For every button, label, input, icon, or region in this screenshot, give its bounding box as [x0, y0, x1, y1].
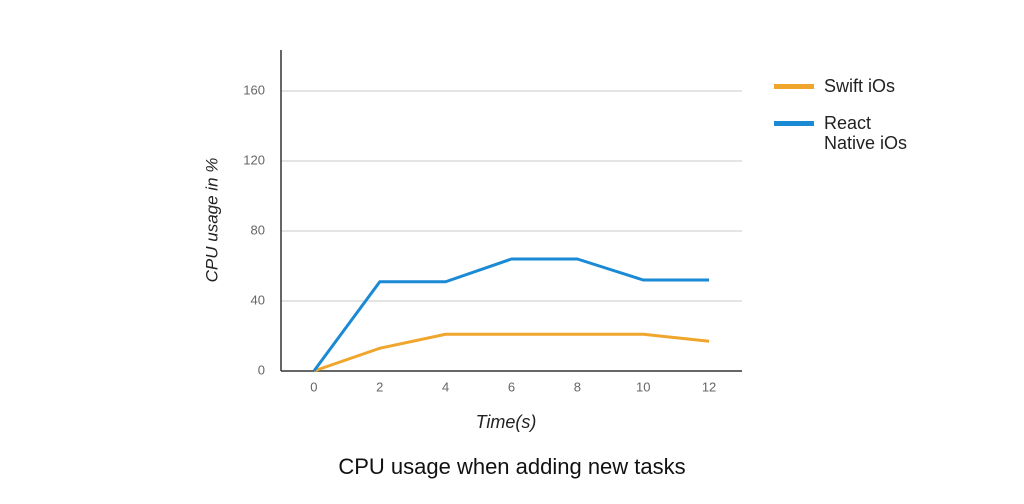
x-tick-label: 2: [376, 379, 383, 394]
y-tick-label: 40: [251, 292, 265, 307]
x-axis-label: Time(s): [476, 412, 537, 432]
y-tick-label: 160: [243, 82, 265, 97]
legend-swatch: [774, 84, 814, 89]
series-line: [313, 332, 710, 373]
y-axis-label: CPU usage in %: [202, 158, 221, 283]
x-tick-label: 0: [310, 379, 317, 394]
y-tick-label: 120: [243, 152, 265, 167]
y-tick-label: 0: [258, 362, 265, 377]
y-tick-label: 80: [251, 222, 265, 237]
x-tick-label: 8: [574, 379, 581, 394]
legend-label: React Native iOs: [824, 113, 908, 153]
chart-title: CPU usage when adding new tasks: [338, 454, 685, 479]
legend-swatch: [774, 121, 814, 126]
legend-label: Swift iOs: [824, 76, 896, 96]
x-tick-label: 10: [636, 379, 650, 394]
series-line: [312, 257, 710, 372]
x-tick-label: 12: [702, 379, 716, 394]
x-tick-label: 6: [508, 379, 515, 394]
x-tick-label: 4: [442, 379, 449, 394]
